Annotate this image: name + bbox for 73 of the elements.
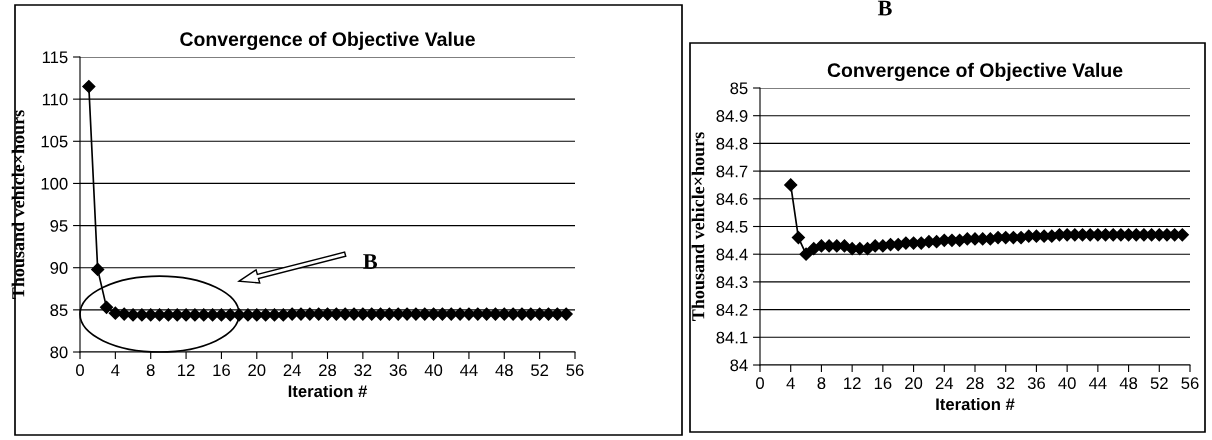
point bbox=[329, 307, 343, 321]
point bbox=[223, 308, 237, 322]
chart-title: Convergence of Objective Value bbox=[180, 31, 475, 51]
point bbox=[99, 300, 114, 314]
y-tick-label: 85 bbox=[50, 304, 68, 317]
x-tick-label: 24 bbox=[935, 377, 954, 389]
chart-title: Convergence of Objective Value bbox=[827, 62, 1123, 82]
point bbox=[799, 247, 813, 261]
x-tick-label: 12 bbox=[844, 377, 861, 389]
annotation: B bbox=[363, 254, 378, 269]
x-tick-label: 52 bbox=[1150, 377, 1168, 390]
x-tick-label: 52 bbox=[531, 364, 549, 377]
point bbox=[559, 307, 573, 321]
point bbox=[391, 307, 405, 321]
x-tick-label: 28 bbox=[319, 364, 337, 377]
x-tick-label: 48 bbox=[495, 364, 513, 377]
y-axis-title: Thousand vehicle×hours bbox=[11, 110, 25, 299]
y-tick-label: 90 bbox=[50, 262, 68, 274]
x-tick-label: 32 bbox=[354, 364, 372, 377]
y-tick-label: 84.1 bbox=[716, 331, 748, 344]
point bbox=[791, 230, 805, 245]
x-tick-label: 8 bbox=[146, 364, 155, 377]
point bbox=[117, 307, 131, 321]
x-tick-label: 12 bbox=[178, 364, 195, 376]
y-tick-label: 95 bbox=[50, 219, 68, 232]
text: B bbox=[877, 0, 892, 16]
y-tick-label: 84.5 bbox=[716, 220, 748, 233]
x-axis-title: Iteration # bbox=[936, 397, 1015, 411]
point bbox=[784, 178, 798, 192]
y-tick-label: 85 bbox=[730, 82, 748, 95]
point bbox=[550, 307, 564, 321]
y-tick-label: 84.2 bbox=[716, 304, 748, 316]
x-tick-label: 44 bbox=[1088, 377, 1107, 389]
x-tick-label: 24 bbox=[283, 364, 301, 376]
y-tick-label: 100 bbox=[41, 177, 68, 190]
y-tick-label: 84.9 bbox=[716, 110, 748, 122]
x-tick-label: 32 bbox=[997, 377, 1015, 390]
x-tick-label: 56 bbox=[566, 364, 584, 377]
x-tick-label: 4 bbox=[786, 377, 795, 389]
x-tick-label: 4 bbox=[111, 364, 120, 376]
y-tick-label: 110 bbox=[42, 93, 68, 106]
y-tick-label: 84.8 bbox=[716, 137, 748, 150]
point bbox=[444, 307, 458, 321]
x-tick-label: 16 bbox=[213, 364, 230, 377]
x-tick-label: 40 bbox=[1058, 377, 1076, 390]
y-axis-title: Thousand vehicle×hours bbox=[691, 132, 705, 321]
y-tick-label: 80 bbox=[50, 346, 68, 359]
x-tick-label: 0 bbox=[76, 364, 84, 377]
point bbox=[276, 308, 290, 322]
y-tick-label: 84.3 bbox=[716, 276, 748, 289]
y-tick-label: 105 bbox=[41, 135, 68, 148]
y-tick-label: 84.7 bbox=[716, 165, 748, 178]
x-tick-label: 36 bbox=[389, 364, 407, 377]
y-tick-label: 84.6 bbox=[716, 193, 748, 205]
y-tick-label: 84 bbox=[730, 359, 748, 372]
x-tick-label: 28 bbox=[966, 377, 984, 390]
x-tick-label: 44 bbox=[460, 364, 478, 376]
point bbox=[170, 308, 184, 322]
x-tick-label: 20 bbox=[905, 377, 923, 390]
x-axis-title: Iteration # bbox=[288, 384, 368, 398]
x-tick-label: 20 bbox=[248, 364, 266, 377]
y-tick-label: 115 bbox=[42, 51, 68, 64]
x-tick-label: 36 bbox=[1027, 377, 1045, 390]
point bbox=[108, 306, 122, 320]
x-tick-label: 56 bbox=[1181, 377, 1199, 390]
x-tick-label: 48 bbox=[1119, 377, 1138, 390]
x-tick-label: 8 bbox=[817, 377, 826, 390]
point bbox=[91, 262, 105, 276]
x-tick-label: 16 bbox=[874, 377, 892, 390]
x-tick-label: 40 bbox=[424, 364, 443, 377]
y-tick-label: 84.4 bbox=[716, 248, 748, 261]
x-tick-label: 0 bbox=[756, 377, 764, 390]
point bbox=[82, 79, 96, 94]
